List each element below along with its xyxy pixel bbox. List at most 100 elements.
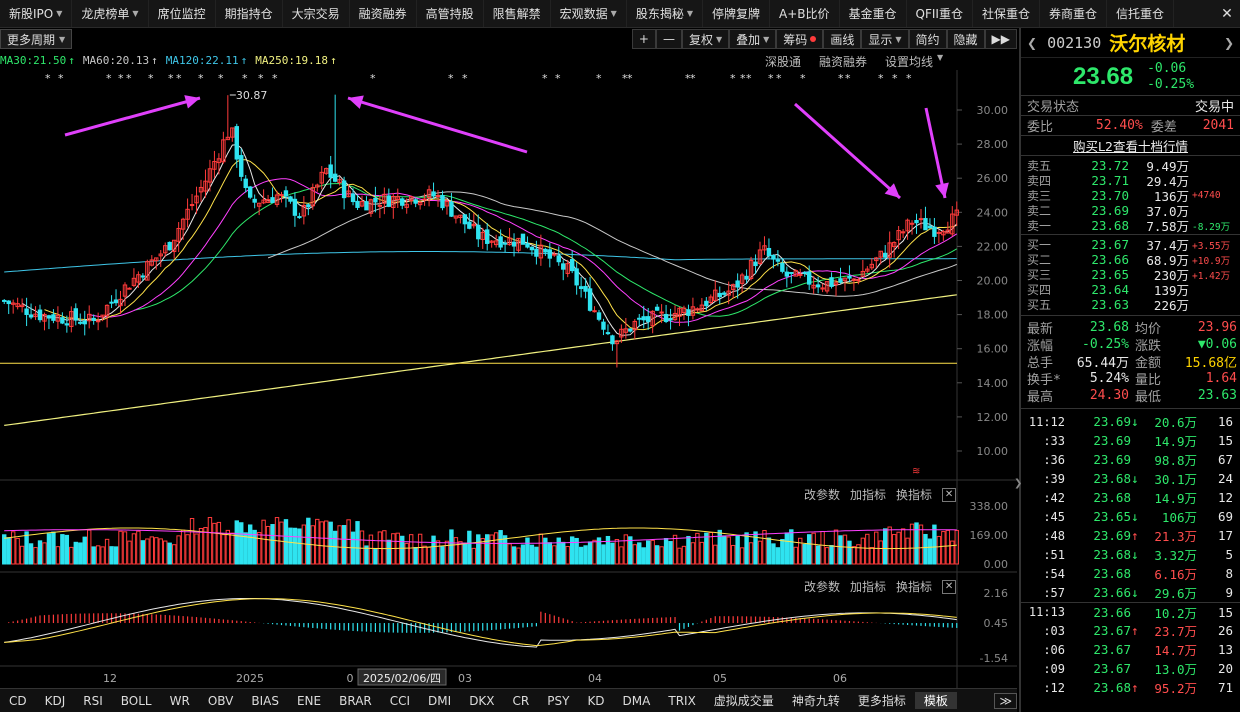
volume-bar (623, 534, 629, 565)
candle-body (829, 277, 834, 287)
indicator-tab[interactable]: KD (587, 693, 605, 708)
volume-bar (847, 540, 852, 565)
toolbar-button[interactable]: 复权 ▼ (681, 29, 730, 49)
topnav-item[interactable]: 席位监控 (149, 0, 216, 27)
topnav-item[interactable]: 股东揭秘 ▼ (627, 0, 703, 27)
indicator-tab[interactable]: CCI (389, 693, 411, 708)
indicator-tab[interactable]: DKX (469, 693, 495, 708)
chart-link[interactable]: 深股通 (765, 55, 802, 69)
indicator-tab[interactable]: BOLL (120, 693, 152, 708)
toolbar-button[interactable]: 画线 (823, 29, 862, 49)
event-marker-icon: * (58, 72, 64, 85)
period-select[interactable]: 更多周期 ▼ (0, 29, 73, 49)
indicator-tab[interactable]: 更多指标 (857, 694, 906, 708)
topnav-item[interactable]: 券商重仓 (1040, 0, 1107, 27)
tab-scroll-icon[interactable]: ≫ (994, 692, 1017, 709)
next-stock-icon[interactable]: ❯ (1223, 35, 1234, 50)
tick-price: 23.68 (1093, 547, 1131, 562)
order-book-row: 卖一 23.68 7.58万 -8.29万 (1021, 218, 1240, 234)
topnav-item[interactable]: A+B比价 (770, 0, 840, 27)
topnav-item[interactable]: 新股IPO ▼ (0, 0, 73, 27)
prev-stock-icon[interactable]: ❮ (1027, 35, 1038, 50)
indicator-tab[interactable]: CD (9, 693, 27, 708)
notification-dot-icon (810, 36, 817, 42)
collapse-handle-icon[interactable]: ❯ (1014, 478, 1023, 489)
panel-action[interactable]: 换指标 (896, 488, 933, 502)
topnav-item[interactable]: 宏观数据 ▼ (551, 0, 627, 27)
chart-link[interactable]: 设置均线 (885, 55, 934, 69)
indicator-tab[interactable]: DMI (428, 693, 452, 708)
toolbar-button[interactable]: 隐藏 (946, 29, 985, 49)
indicator-tab[interactable]: DMA (622, 693, 651, 708)
candle-body (471, 223, 476, 227)
close-icon[interactable]: ✕ (942, 579, 957, 594)
event-marker-icon: * (106, 72, 112, 85)
tick-count: 8 (1225, 566, 1233, 581)
event-marker-icon: * (370, 72, 376, 85)
indicator-tab[interactable]: 虚拟成交量 (713, 694, 774, 708)
volume-bar (24, 531, 29, 565)
toolbar-button[interactable]: 筹码 (776, 29, 824, 49)
candle-body (534, 248, 539, 257)
volume-bar (516, 547, 521, 565)
topnav-item[interactable]: 停牌复牌 (703, 0, 771, 27)
topnav-item[interactable]: 融资融券 (350, 0, 417, 27)
topnav-item[interactable]: 信托重仓 (1107, 0, 1175, 27)
panel-action[interactable]: 换指标 (896, 580, 933, 594)
kline-chart[interactable]: 30.00 28.00 26.00 24.00 22.00 20.00 18.00 16.00… (0, 70, 1017, 688)
topnav-item[interactable]: 限售解禁 (484, 0, 551, 27)
volume-bar (601, 544, 606, 565)
panel-action[interactable]: 改参数 (804, 488, 841, 502)
indicator-tab[interactable]: RSI (83, 693, 103, 708)
indicator-tab[interactable]: 神奇九转 (791, 694, 840, 708)
toolbar-button[interactable]: + (631, 29, 656, 49)
volume-bar (498, 530, 503, 565)
topnav-item[interactable]: 基金重仓 (840, 0, 907, 27)
candle-body (230, 127, 235, 138)
tick-time: :09 (1043, 661, 1065, 676)
tick-time: :36 (1043, 452, 1065, 467)
close-icon[interactable]: ✕ (942, 487, 957, 502)
topnav-item[interactable]: 社保重仓 (973, 0, 1040, 27)
volume-bar (950, 540, 955, 565)
panel-action[interactable]: 改参数 (804, 580, 841, 594)
chart-link[interactable]: 融资融券 (819, 55, 868, 69)
topnav-item[interactable]: 高管持股 (417, 0, 484, 27)
close-icon[interactable]: ✕ (1214, 0, 1240, 27)
indicator-tab[interactable]: TRIX (668, 693, 696, 708)
toolbar-button[interactable]: 显示 ▼ (861, 29, 909, 49)
topnav-item[interactable]: 龙虎榜单 ▼ (72, 0, 149, 27)
tick-price: 23.67 (1093, 661, 1131, 676)
toolbar-button[interactable]: — (655, 29, 682, 49)
toolbar-button[interactable]: 叠加 ▼ (729, 29, 777, 49)
panel-action[interactable]: 加指标 (850, 488, 887, 502)
indicator-tab[interactable]: ENE (296, 693, 322, 708)
indicator-tab[interactable]: BIAS (251, 693, 279, 708)
panel-action[interactable]: 加指标 (850, 580, 887, 594)
candle-body (654, 306, 660, 311)
topnav-item[interactable]: 大宗交易 (283, 0, 350, 27)
l2-purchase-link[interactable]: 购买L2查看十档行情 (1073, 139, 1188, 154)
candle-body (762, 245, 767, 251)
indicator-tab[interactable]: KDJ (44, 693, 66, 708)
volume-bar (628, 536, 633, 565)
indicator-tab[interactable]: CR (512, 693, 530, 708)
tick-count: 16 (1217, 414, 1233, 429)
price-axis-label: 10.00 (977, 445, 1009, 458)
event-marker-icon: * (622, 72, 628, 85)
volume-bar (569, 536, 575, 565)
topnav-item[interactable]: QFII重仓 (907, 0, 973, 27)
indicator-tab[interactable]: OBV (207, 693, 234, 708)
more-button[interactable]: ▶▶ (984, 29, 1017, 49)
indicator-tab[interactable]: WR (169, 693, 190, 708)
indicator-tab[interactable]: PSY (547, 693, 570, 708)
price-change-pct: -0.25% (1147, 76, 1195, 92)
stat-value: 24.30 (1089, 388, 1129, 403)
topnav-item-label: 股东揭秘 (635, 7, 684, 21)
indicator-tab[interactable]: 模板 (914, 692, 957, 709)
tick-time: :33 (1043, 433, 1065, 448)
topnav-item[interactable]: 期指持仓 (216, 0, 283, 27)
candle-body (516, 237, 521, 251)
toolbar-button[interactable]: 简约 (908, 29, 947, 49)
indicator-tab[interactable]: BRAR (339, 693, 372, 708)
